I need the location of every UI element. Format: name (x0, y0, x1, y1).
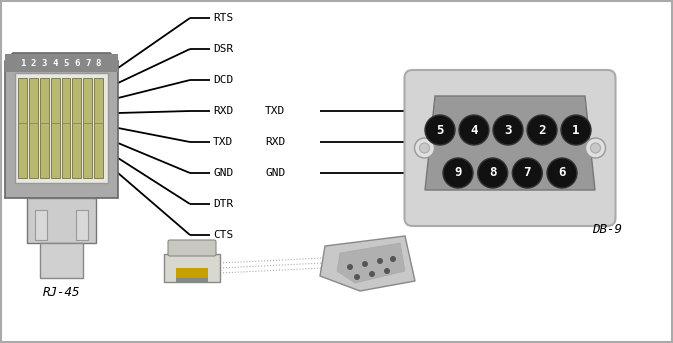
Text: 6: 6 (74, 59, 79, 68)
Bar (61, 78, 71, 178)
Circle shape (425, 115, 455, 145)
Circle shape (419, 143, 429, 153)
Text: 6: 6 (558, 166, 566, 179)
Text: DB-9: DB-9 (592, 223, 623, 236)
Text: 5: 5 (63, 59, 69, 68)
Text: DCD: DCD (213, 75, 234, 85)
Text: 5: 5 (436, 123, 444, 137)
Text: 7: 7 (524, 166, 531, 179)
Bar (27, 198, 96, 243)
Polygon shape (337, 243, 405, 283)
Circle shape (459, 115, 489, 145)
Bar (176, 278, 208, 282)
Circle shape (561, 115, 591, 145)
Circle shape (415, 138, 435, 158)
Circle shape (369, 271, 375, 277)
Text: 4: 4 (52, 59, 58, 68)
Text: TXD: TXD (213, 137, 234, 147)
Text: 8: 8 (96, 59, 101, 68)
Bar (5, 54, 118, 72)
Text: 7: 7 (85, 59, 90, 68)
Polygon shape (5, 53, 118, 198)
Bar (18, 78, 27, 178)
Circle shape (354, 274, 360, 280)
Text: 3: 3 (42, 59, 47, 68)
Text: 4: 4 (470, 123, 478, 137)
Text: TXD: TXD (265, 106, 285, 116)
Text: DSR: DSR (213, 44, 234, 54)
Circle shape (547, 158, 577, 188)
Circle shape (390, 256, 396, 262)
Polygon shape (425, 96, 595, 190)
Bar (164, 254, 220, 282)
FancyBboxPatch shape (404, 70, 616, 226)
Circle shape (586, 138, 606, 158)
Bar (73, 78, 81, 178)
Text: 8: 8 (489, 166, 497, 179)
Bar (40, 243, 83, 278)
FancyBboxPatch shape (168, 240, 216, 256)
Text: RXD: RXD (213, 106, 234, 116)
Bar (94, 78, 103, 178)
Circle shape (590, 143, 600, 153)
Polygon shape (320, 236, 415, 291)
Text: CTS: CTS (213, 230, 234, 240)
Circle shape (478, 158, 507, 188)
Text: 2: 2 (538, 123, 546, 137)
Text: RTS: RTS (213, 13, 234, 23)
Text: DTR: DTR (213, 199, 234, 209)
Circle shape (443, 158, 473, 188)
Text: 3: 3 (504, 123, 511, 137)
Bar (50, 78, 59, 178)
Bar (83, 78, 92, 178)
Bar (15, 73, 108, 183)
Circle shape (512, 158, 542, 188)
Circle shape (347, 264, 353, 270)
Text: 1: 1 (20, 59, 25, 68)
Text: GND: GND (213, 168, 234, 178)
Text: 9: 9 (454, 166, 462, 179)
Circle shape (493, 115, 523, 145)
Text: 2: 2 (31, 59, 36, 68)
Circle shape (384, 268, 390, 274)
Bar (35, 210, 47, 240)
Text: 1: 1 (572, 123, 579, 137)
Circle shape (527, 115, 557, 145)
Text: RJ-45: RJ-45 (43, 286, 80, 299)
Bar (29, 78, 38, 178)
Text: RXD: RXD (265, 137, 285, 147)
Bar (176, 268, 208, 278)
Bar (76, 210, 88, 240)
Circle shape (362, 261, 368, 267)
Circle shape (377, 258, 383, 264)
Text: GND: GND (265, 168, 285, 178)
Bar (40, 78, 48, 178)
